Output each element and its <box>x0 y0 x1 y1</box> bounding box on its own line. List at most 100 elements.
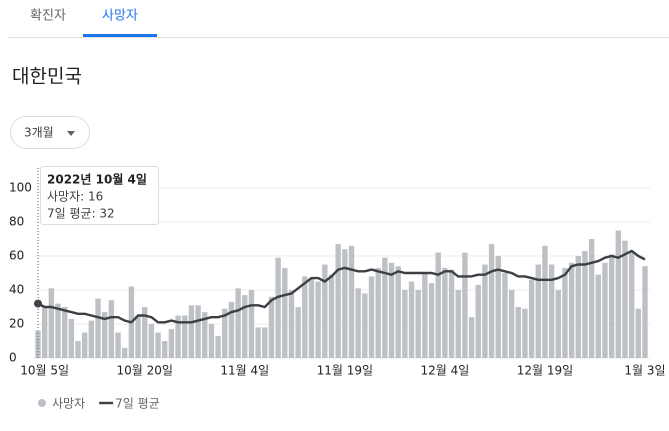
bar <box>415 290 421 358</box>
bar <box>202 312 208 358</box>
bar <box>548 264 555 358</box>
bar <box>335 244 341 358</box>
bar <box>288 290 295 358</box>
bar <box>608 254 615 358</box>
bar <box>162 341 168 358</box>
bar <box>95 298 101 358</box>
bar <box>488 244 495 358</box>
bar <box>308 278 315 358</box>
bar <box>242 295 248 358</box>
x-tick-label: 12월 19일 <box>517 364 573 378</box>
bar <box>468 317 475 358</box>
bar <box>188 305 195 358</box>
bar <box>522 308 528 358</box>
bar <box>262 327 268 358</box>
bar <box>282 267 288 358</box>
bar <box>542 245 548 358</box>
tooltip-date: 2022년 10월 4일 <box>47 172 147 187</box>
tooltip <box>40 166 159 225</box>
bar <box>102 312 108 358</box>
bar <box>355 288 361 358</box>
bar <box>68 318 75 358</box>
bar <box>448 269 455 358</box>
bar <box>395 266 401 358</box>
x-tick-label: 12월 4일 <box>420 364 469 378</box>
bar <box>402 290 408 358</box>
range-label: 3개월 <box>24 126 54 140</box>
x-tick-label: 10월 5일 <box>20 364 69 378</box>
bar <box>348 245 355 358</box>
bar <box>475 284 481 358</box>
bar <box>255 327 261 358</box>
bar <box>442 267 448 358</box>
bar <box>41 307 48 358</box>
bar <box>81 332 88 358</box>
bar <box>568 262 575 358</box>
tab-active[interactable]: 사망자 <box>102 9 138 24</box>
bar <box>55 303 61 358</box>
bar <box>208 324 215 358</box>
bar <box>535 264 541 358</box>
bar <box>382 257 388 358</box>
bar <box>528 279 535 358</box>
bar <box>368 276 375 358</box>
bar <box>322 264 328 358</box>
bar <box>428 283 435 358</box>
bar <box>435 252 441 358</box>
bar <box>75 341 81 358</box>
bar <box>268 296 275 358</box>
bar <box>582 250 588 358</box>
bar <box>142 307 148 358</box>
bar <box>275 257 281 358</box>
y-tick-label: 60 <box>9 249 24 263</box>
bar <box>575 256 581 358</box>
bar <box>495 256 501 358</box>
bar <box>602 262 608 358</box>
bar <box>562 267 568 358</box>
x-tick-label: 11월 19일 <box>317 364 373 378</box>
legend-label: 사망자 <box>52 397 85 411</box>
bar <box>155 332 161 358</box>
y-tick-label: 0 <box>9 351 17 365</box>
bar <box>295 307 301 358</box>
legend-label: 7일 평균 <box>115 397 160 411</box>
legend-swatch <box>38 399 46 407</box>
bar <box>168 329 175 358</box>
bar <box>635 308 642 358</box>
y-tick-label: 40 <box>9 283 24 297</box>
bar <box>215 335 221 358</box>
bar <box>135 315 141 358</box>
bar <box>408 281 415 358</box>
bar <box>61 307 68 358</box>
bar <box>588 239 595 358</box>
bar <box>388 262 395 358</box>
bar <box>422 273 428 358</box>
y-tick-label: 80 <box>9 215 24 229</box>
avg-line <box>37 249 646 324</box>
dropdown-arrow <box>67 131 75 136</box>
bar <box>615 230 622 358</box>
y-tick-label: 20 <box>9 317 24 331</box>
bar <box>555 290 561 358</box>
x-tick-label: 10월 20일 <box>117 364 173 378</box>
bar <box>642 266 648 358</box>
bar <box>342 249 348 358</box>
tab[interactable]: 확진자 <box>30 9 66 24</box>
region-title: 대한민국 <box>12 66 82 88</box>
bar <box>222 308 228 358</box>
bar <box>175 315 181 358</box>
x-tick-label: 1월 3일 <box>624 364 665 378</box>
bar <box>302 276 308 358</box>
range-button[interactable] <box>10 116 90 149</box>
tab-indicator <box>83 34 157 37</box>
bar <box>502 273 508 358</box>
bar <box>88 320 95 358</box>
bar <box>515 307 521 358</box>
bar <box>462 252 468 358</box>
bar <box>362 293 368 358</box>
bar <box>455 290 461 358</box>
bar <box>148 324 155 358</box>
bar <box>595 274 602 358</box>
